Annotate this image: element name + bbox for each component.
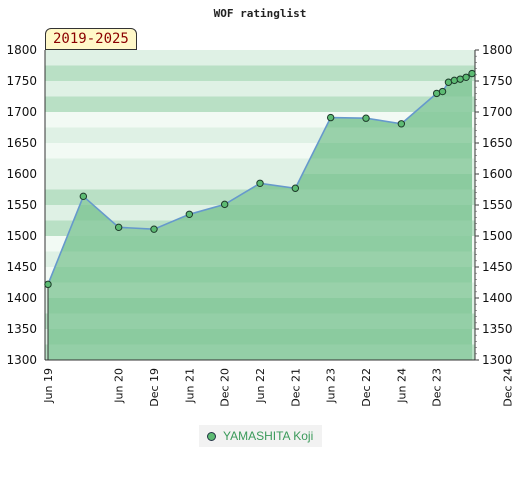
x-tick-label: Jun 23: [325, 368, 338, 404]
x-tick-label: Dec 19: [148, 368, 161, 407]
band: [45, 50, 475, 66]
legend-marker-icon: [207, 431, 216, 441]
legend[interactable]: YAMASHITA Koji: [199, 425, 323, 447]
area-stripe: [48, 220, 472, 236]
x-tick-label: Dec 22: [360, 368, 373, 407]
x-tick-label: Jun 19: [42, 368, 55, 404]
y-tick-label-left: 1550: [6, 198, 37, 212]
band: [45, 65, 475, 81]
date-range-badge: 2019-2025: [45, 28, 137, 50]
area-stripe: [48, 251, 472, 267]
y-tick-label-left: 1300: [6, 353, 37, 367]
data-point: [397, 120, 406, 128]
data-point: [79, 192, 88, 201]
x-tick-label: Jun 24: [395, 368, 408, 404]
data-point: [462, 73, 470, 81]
y-tick-label-right: 1350: [482, 322, 513, 336]
y-tick-label-left: 1650: [6, 136, 37, 150]
y-tick-label-right: 1750: [482, 74, 513, 88]
data-point: [362, 114, 370, 122]
y-tick-label-right: 1550: [482, 198, 513, 212]
band: [45, 96, 475, 112]
data-point: [220, 200, 229, 209]
data-point: [468, 69, 476, 78]
x-tick-label: Jun 21: [183, 368, 196, 404]
x-tick-label: Jun 20: [113, 368, 126, 404]
area-stripe: [48, 344, 472, 360]
series-area: [48, 73, 472, 360]
y-tick-label-left: 1350: [6, 322, 37, 336]
x-tick-label: Dec 23: [431, 368, 444, 407]
data-point: [438, 87, 447, 96]
x-tick-label: Dec 24: [501, 368, 514, 407]
data-point: [44, 280, 52, 289]
data-points: [44, 69, 476, 289]
y-tick-label-left: 1400: [6, 291, 37, 305]
y-tick-label-left: 1450: [6, 260, 37, 274]
y-tick-label-left: 1750: [6, 74, 37, 88]
data-point: [326, 113, 335, 122]
data-point: [256, 179, 264, 188]
y-tick-label-right: 1800: [482, 43, 513, 57]
x-tick-label: Dec 20: [219, 368, 232, 407]
data-point: [150, 225, 158, 233]
y-tick-label-right: 1300: [482, 353, 513, 367]
x-tick-label: Dec 21: [289, 368, 302, 407]
y-tick-label-right: 1600: [482, 167, 513, 181]
y-tick-label-right: 1450: [482, 260, 513, 274]
band: [45, 81, 475, 97]
legend-label: YAMASHITA Koji: [223, 429, 314, 443]
y-tick-label-right: 1700: [482, 105, 513, 119]
data-point: [114, 223, 123, 232]
y-tick-label-left: 1800: [6, 43, 37, 57]
y-tick-label-left: 1500: [6, 229, 37, 243]
data-point: [291, 184, 300, 192]
y-tick-label-right: 1650: [482, 136, 513, 150]
area-stripe: [48, 282, 472, 298]
data-point: [185, 210, 194, 219]
area-stripe: [48, 313, 472, 329]
axes: 1300 1300 1350 1350 1400 1400 1450 1450 1500 1500…: [6, 43, 514, 407]
y-tick-label-left: 1700: [6, 105, 37, 119]
y-tick-label-right: 1500: [482, 229, 513, 243]
y-tick-label-right: 1400: [482, 291, 513, 305]
x-tick-label: Jun 22: [254, 368, 267, 404]
y-tick-label-left: 1600: [6, 167, 37, 181]
chart-title: WOF ratinglist: [214, 7, 307, 20]
data-point: [450, 76, 459, 85]
